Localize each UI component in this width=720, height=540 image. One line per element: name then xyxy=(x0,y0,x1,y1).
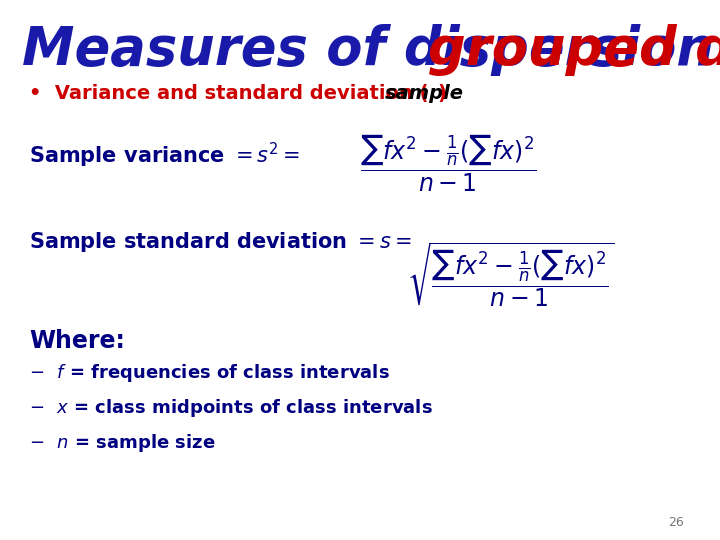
Text: Measures of dispersion for: Measures of dispersion for xyxy=(22,24,720,76)
Text: 26: 26 xyxy=(668,516,684,529)
Text: Sample variance $= s^2 =$: Sample variance $= s^2 =$ xyxy=(29,140,300,170)
Text: ): ) xyxy=(438,84,446,103)
Text: $\dfrac{\sum fx^2 - \frac{1}{n}(\sum fx)^2}{n-1}$: $\dfrac{\sum fx^2 - \frac{1}{n}(\sum fx)… xyxy=(360,132,536,194)
Text: $-$  $x$ = class midpoints of class intervals: $-$ $x$ = class midpoints of class inter… xyxy=(29,397,433,419)
Text: •  Variance and standard deviation (: • Variance and standard deviation ( xyxy=(29,84,428,103)
Text: sample: sample xyxy=(385,84,464,103)
Text: $\sqrt{\dfrac{\sum fx^2 - \frac{1}{n}(\sum fx)^2}{n-1}}$: $\sqrt{\dfrac{\sum fx^2 - \frac{1}{n}(\s… xyxy=(407,240,614,309)
Text: Sample standard deviation $= s =$: Sample standard deviation $= s =$ xyxy=(29,230,412,253)
Text: grouped data: grouped data xyxy=(428,24,720,76)
Text: $-$  $n$ = sample size: $-$ $n$ = sample size xyxy=(29,432,215,454)
Text: Where:: Where: xyxy=(29,329,125,353)
Text: $-$  $f$ = frequencies of class intervals: $-$ $f$ = frequencies of class intervals xyxy=(29,362,390,384)
